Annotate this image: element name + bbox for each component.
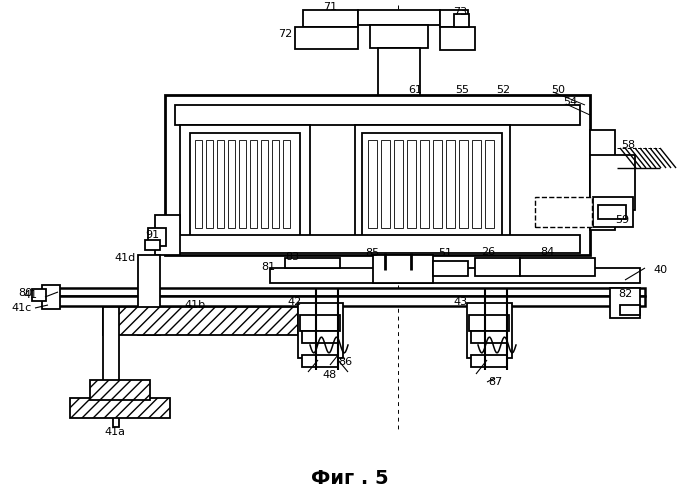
Bar: [250, 140, 257, 228]
Bar: [175, 105, 580, 125]
Bar: [90, 380, 150, 400]
Text: 80: 80: [18, 288, 32, 298]
Bar: [145, 240, 160, 250]
Bar: [362, 133, 502, 237]
Text: 41c: 41c: [12, 303, 32, 313]
Text: 86: 86: [338, 357, 352, 367]
Bar: [471, 331, 507, 343]
Bar: [593, 197, 633, 227]
Bar: [55, 296, 645, 306]
Text: 54: 54: [563, 97, 577, 107]
Bar: [217, 140, 224, 228]
Bar: [469, 315, 509, 331]
Text: 83: 83: [285, 252, 299, 262]
Bar: [373, 255, 433, 283]
Bar: [433, 261, 468, 276]
Text: 81: 81: [261, 262, 275, 272]
Bar: [285, 258, 340, 268]
Text: 61: 61: [408, 85, 422, 95]
Bar: [155, 215, 180, 255]
Text: 41b: 41b: [185, 300, 206, 310]
Bar: [55, 288, 645, 296]
Text: 43: 43: [453, 297, 467, 307]
Text: 42: 42: [288, 297, 302, 307]
Text: Фиг . 5: Фиг . 5: [311, 468, 389, 487]
Text: 85: 85: [365, 248, 379, 258]
Bar: [190, 133, 300, 237]
Bar: [440, 27, 475, 50]
Text: 52: 52: [496, 85, 510, 95]
Bar: [180, 125, 310, 245]
Bar: [433, 140, 442, 228]
Text: 91: 91: [145, 230, 159, 240]
Bar: [70, 398, 170, 418]
Text: 55: 55: [455, 85, 469, 95]
Text: 73: 73: [453, 7, 467, 17]
Text: 41d: 41d: [115, 253, 136, 263]
Bar: [598, 205, 626, 219]
Bar: [610, 288, 640, 318]
Bar: [302, 355, 338, 367]
Bar: [467, 303, 512, 358]
Bar: [103, 307, 119, 387]
Text: 71: 71: [323, 2, 337, 12]
Bar: [103, 307, 298, 335]
Bar: [32, 289, 46, 301]
Text: 72: 72: [278, 29, 292, 39]
Bar: [206, 140, 213, 228]
Bar: [368, 140, 377, 228]
Text: 50: 50: [551, 85, 565, 95]
Bar: [520, 258, 595, 276]
Bar: [148, 228, 166, 246]
Bar: [195, 140, 202, 228]
Text: 41: 41: [23, 290, 37, 300]
Bar: [420, 140, 429, 228]
Bar: [261, 140, 268, 228]
Text: 40: 40: [653, 265, 667, 275]
Bar: [485, 140, 494, 228]
Bar: [239, 140, 246, 228]
Bar: [303, 10, 358, 27]
Bar: [300, 315, 340, 331]
Bar: [394, 140, 403, 228]
Text: 48: 48: [323, 370, 337, 380]
Bar: [590, 130, 615, 230]
Bar: [459, 140, 468, 228]
Bar: [381, 140, 390, 228]
Bar: [228, 140, 235, 228]
Bar: [165, 95, 590, 255]
Bar: [175, 235, 580, 253]
Bar: [475, 258, 520, 276]
Text: 51: 51: [438, 248, 452, 258]
Bar: [272, 140, 279, 228]
Bar: [283, 140, 290, 228]
Bar: [535, 197, 592, 227]
Bar: [471, 355, 507, 367]
Bar: [138, 255, 160, 335]
Bar: [472, 140, 481, 228]
Bar: [440, 10, 468, 27]
Text: 87: 87: [488, 377, 502, 387]
Bar: [113, 387, 119, 427]
Text: 84: 84: [540, 247, 554, 257]
Text: 58: 58: [621, 140, 635, 150]
Bar: [355, 125, 510, 245]
Bar: [295, 27, 358, 49]
Text: 82: 82: [618, 289, 632, 299]
Bar: [358, 10, 440, 25]
Bar: [590, 155, 635, 210]
Bar: [42, 285, 60, 309]
Bar: [270, 268, 640, 283]
Text: 59: 59: [615, 215, 629, 225]
Text: 26: 26: [481, 247, 495, 257]
Bar: [446, 140, 455, 228]
Bar: [302, 331, 338, 343]
Bar: [454, 14, 469, 27]
Bar: [407, 140, 416, 228]
Text: 41a: 41a: [104, 427, 126, 437]
Bar: [370, 25, 428, 48]
Bar: [298, 303, 343, 358]
Bar: [378, 48, 420, 100]
Bar: [620, 305, 640, 315]
